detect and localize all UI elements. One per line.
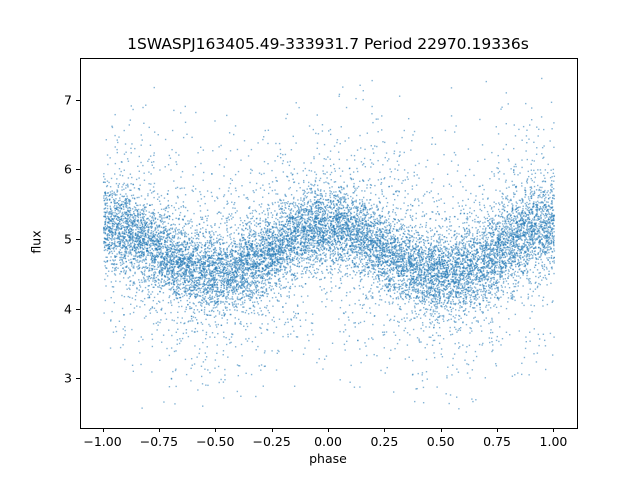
x-tick-mark xyxy=(440,428,442,432)
x-tick-label: −0.50 xyxy=(196,434,235,449)
x-tick-label: 0.50 xyxy=(426,434,455,449)
y-tick-label: 3 xyxy=(64,370,72,386)
x-tick-mark xyxy=(384,428,386,432)
x-axis-label: phase xyxy=(309,451,347,466)
x-tick-label: 0.25 xyxy=(370,434,399,449)
plot-area xyxy=(80,58,578,429)
y-tick-label: 7 xyxy=(64,92,72,108)
x-tick-label: 0.00 xyxy=(314,434,342,449)
x-tick-label: −1.00 xyxy=(83,434,122,449)
y-tick-label: 6 xyxy=(64,161,72,177)
x-tick-mark xyxy=(497,428,499,432)
x-tick-mark xyxy=(328,428,329,432)
x-tick-label: 0.75 xyxy=(483,434,511,449)
y-tick-label: 5 xyxy=(64,231,72,247)
y-tick-label: 4 xyxy=(64,301,72,317)
x-tick-label: 1.00 xyxy=(539,434,568,449)
x-tick-label: −0.75 xyxy=(139,434,179,449)
x-tick-mark xyxy=(215,428,217,432)
chart-title: 1SWASPJ163405.49-333931.7 Period 22970.1… xyxy=(127,35,529,53)
y-axis-label: flux xyxy=(28,230,44,254)
x-tick-mark xyxy=(102,428,104,432)
y-tick-mark xyxy=(76,378,80,380)
y-tick-mark xyxy=(76,99,80,101)
x-tick-mark xyxy=(553,428,555,432)
y-tick-mark xyxy=(76,169,80,171)
x-tick-label: −0.25 xyxy=(252,434,291,449)
scatter-points-canvas xyxy=(81,59,577,428)
x-tick-mark xyxy=(158,428,160,432)
x-tick-mark xyxy=(271,428,273,432)
y-tick-mark xyxy=(76,239,80,241)
y-tick-mark xyxy=(76,308,80,310)
